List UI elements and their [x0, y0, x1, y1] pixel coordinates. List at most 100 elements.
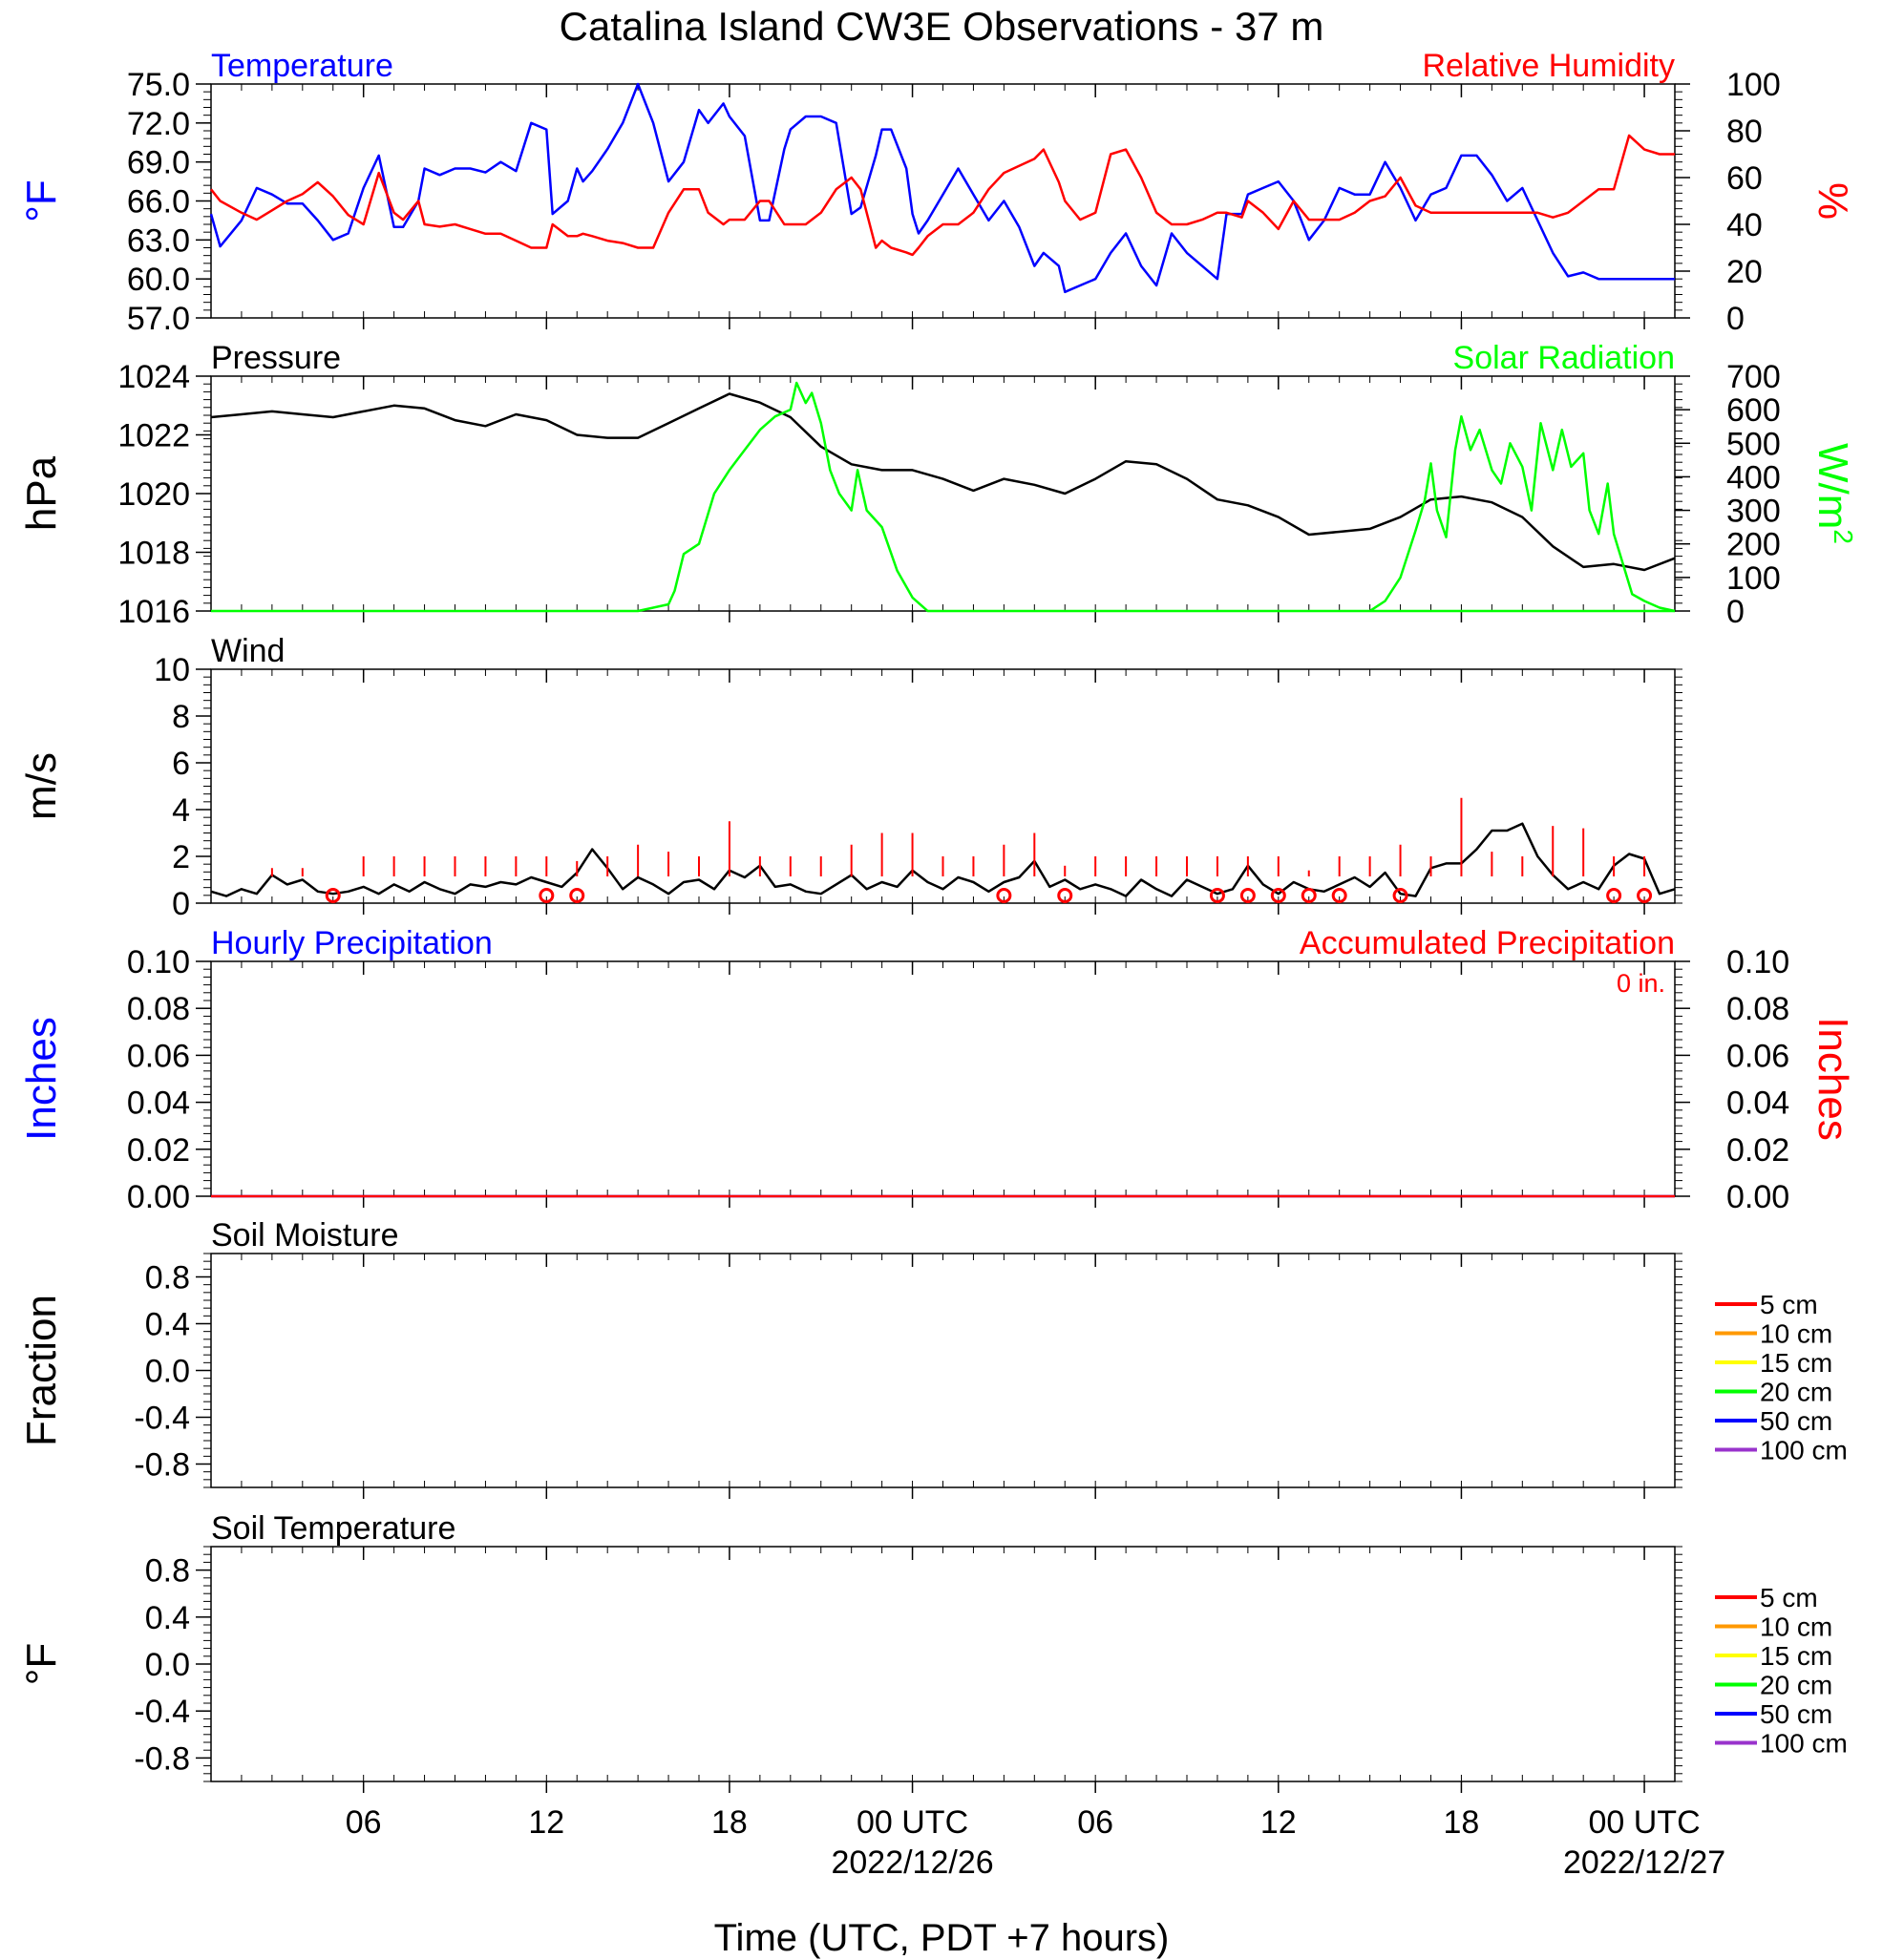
- x-tick-date: 2022/12/27: [1563, 1844, 1725, 1881]
- calm-wind-marker: [1270, 888, 1286, 903]
- calm-wind-marker: [1392, 888, 1408, 903]
- series-solar-radiation: [1368, 414, 1676, 613]
- y2-tick-label: 200: [1726, 527, 1781, 563]
- y-tick-label: 8: [172, 699, 190, 735]
- y2-tick-label: 300: [1726, 494, 1781, 530]
- panel-wind: 10 8 6 4 2 0 Wind m/s: [18, 633, 1682, 922]
- y2-axis-title: %: [1809, 182, 1856, 220]
- panel-label-right: Accumulated Precipitation: [1300, 925, 1675, 961]
- y-tick-label: 0.0: [145, 1354, 190, 1390]
- y-axis-title: °F: [18, 179, 65, 221]
- y-tick-label: 0.8: [145, 1260, 190, 1296]
- legend-label: 5 cm: [1760, 1290, 1818, 1319]
- y-tick-label: 0.06: [127, 1038, 190, 1074]
- legend-label: 50 cm: [1760, 1406, 1832, 1436]
- calm-wind-marker: [1209, 888, 1225, 903]
- plot-frame: [210, 960, 1676, 1197]
- y-tick-label: 1024: [117, 359, 190, 395]
- y2-axis-title: W/m2: [1809, 443, 1858, 544]
- x-tick-label: 06: [1077, 1804, 1113, 1841]
- plot-frame: [210, 83, 1676, 319]
- y-tick-label: 0.8: [145, 1553, 190, 1590]
- calm-wind-marker: [569, 888, 585, 903]
- calm-wind-marker: [539, 888, 555, 903]
- y-tick-label: 75.0: [127, 67, 190, 103]
- y-tick-label: 1020: [117, 476, 190, 513]
- panel-label-left: Soil Temperature: [211, 1510, 455, 1547]
- y2-tick-label: 0.04: [1726, 1085, 1789, 1122]
- x-axis-title: Time (UTC, PDT +7 hours): [714, 1917, 1170, 1959]
- y-tick-label: 6: [172, 746, 190, 782]
- y-tick-label: 0.08: [127, 991, 190, 1027]
- legend-label: 20 cm: [1760, 1378, 1832, 1407]
- panel-label-right: Relative Humidity: [1422, 48, 1675, 84]
- legend-label: 100 cm: [1760, 1436, 1848, 1465]
- y2-tick-label: 600: [1726, 392, 1781, 429]
- calm-wind-marker: [1606, 888, 1622, 903]
- y-tick-label: 0: [172, 886, 190, 922]
- y-tick-label: 0.02: [127, 1132, 190, 1169]
- y-tick-label: -0.8: [134, 1740, 190, 1777]
- y2-tick-label: 0.00: [1726, 1179, 1789, 1215]
- y2-tick-label: 0.06: [1726, 1038, 1789, 1074]
- legend-label: 10 cm: [1760, 1612, 1832, 1642]
- accumulated-total: 0 in.: [1617, 969, 1665, 998]
- y-tick-label: 63.0: [127, 222, 190, 259]
- y-tick-label: 0.00: [127, 1179, 190, 1215]
- y2-tick-label: 400: [1726, 459, 1781, 495]
- legend-label: 15 cm: [1760, 1641, 1832, 1671]
- y-axis-title: °F: [18, 1643, 65, 1685]
- x-tick-label: 00 UTC: [857, 1804, 968, 1841]
- y-tick-label: -0.8: [134, 1447, 190, 1484]
- series-pressure: [210, 392, 1676, 572]
- x-tick-label: 00 UTC: [1588, 1804, 1700, 1841]
- y2-tick-label: 0: [1726, 594, 1745, 630]
- panel-label-left: Soil Moisture: [211, 1217, 399, 1254]
- y2-tick-label: 500: [1726, 426, 1781, 462]
- x-tick-label: 06: [346, 1804, 382, 1841]
- y2-tick-label: 0: [1726, 301, 1745, 337]
- y2-tick-label: 0.02: [1726, 1132, 1789, 1169]
- legend-label: 20 cm: [1760, 1671, 1832, 1700]
- x-tick-label: 18: [1444, 1804, 1480, 1841]
- y-tick-label: 0.0: [145, 1647, 190, 1683]
- y-axis-title: Inches: [18, 1017, 65, 1141]
- y2-tick-label: 100: [1726, 67, 1781, 103]
- series-solar-radiation: [211, 381, 1675, 613]
- y-tick-label: 2: [172, 839, 190, 875]
- panel-label-left: Wind: [211, 633, 285, 669]
- y2-tick-label: 40: [1726, 207, 1763, 243]
- y-tick-label: 0.10: [127, 944, 190, 980]
- y-tick-label: 69.0: [127, 145, 190, 181]
- panel-precip: 0.10 0.08 0.06 0.04 0.02 0.00 0.10 0.08 0.06 0.04…: [18, 925, 1856, 1215]
- calm-wind-marker: [996, 888, 1012, 903]
- y2-tick-label: 20: [1726, 254, 1763, 290]
- y-tick-label: 1016: [117, 594, 190, 630]
- y-tick-label: 72.0: [127, 106, 190, 142]
- panel-temp_rh: 75.072.069.066.063.060.057.0 100 80 60 40 20 0…: [18, 48, 1856, 337]
- series-temperature: [209, 82, 1675, 294]
- y-tick-label: 0.4: [145, 1307, 190, 1343]
- panel-label-left: Pressure: [211, 340, 341, 376]
- calm-wind-marker: [325, 888, 341, 903]
- y2-tick-label: 0.08: [1726, 991, 1789, 1027]
- y-axis-title: m/s: [18, 752, 65, 820]
- y-tick-label: 60.0: [127, 262, 190, 298]
- legend-label: 50 cm: [1760, 1699, 1832, 1729]
- y2-tick-label: 0.10: [1726, 944, 1789, 980]
- y-tick-label: 0.4: [145, 1600, 190, 1636]
- chart-title: Catalina Island CW3E Observations - 37 m: [560, 4, 1324, 49]
- legend-label: 100 cm: [1760, 1729, 1848, 1759]
- y2-tick-label: 700: [1726, 359, 1781, 395]
- y-tick-label: 57.0: [127, 301, 190, 337]
- calm-wind-marker: [1239, 888, 1256, 903]
- y-axis-title: Fraction: [18, 1295, 65, 1446]
- y2-tick-label: 60: [1726, 160, 1763, 197]
- y-tick-label: 10: [154, 652, 190, 688]
- calm-wind-marker: [1301, 888, 1317, 903]
- y-axis-title: hPa: [18, 455, 65, 531]
- y-tick-label: -0.4: [134, 1401, 190, 1437]
- panel-soil_moisture: 0.8 0.4 0.0 -0.4 -0.8 Soil Moisture Fraction 5 …: [18, 1217, 1848, 1499]
- panel-label-left: Temperature: [211, 48, 393, 84]
